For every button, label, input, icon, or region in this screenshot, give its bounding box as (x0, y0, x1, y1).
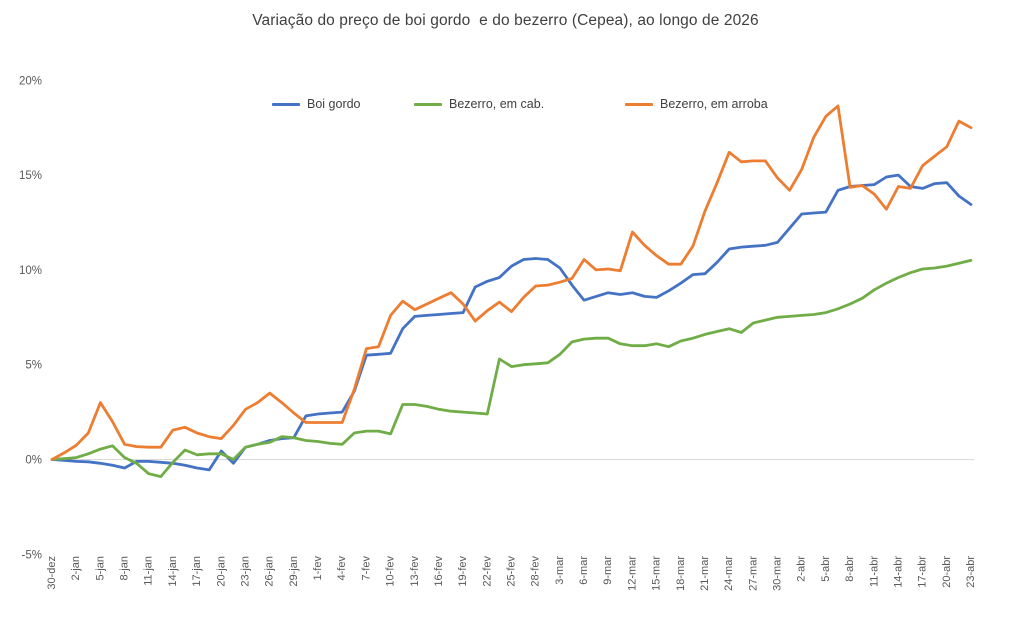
legend-label: Boi gordo (307, 97, 361, 111)
x-axis-tick-label: 2-jan (70, 556, 82, 580)
x-axis-tick-label: 23-abr (965, 556, 977, 588)
legend-item-bezerro-em-cab: Bezerro, em cab. (414, 97, 544, 111)
x-axis-tick-label: 13-fev (409, 556, 421, 587)
y-axis-tick-label: 20% (19, 75, 42, 87)
x-axis-tick-label: 4-fev (336, 556, 348, 581)
y-axis-tick-label: 15% (19, 170, 42, 182)
x-axis-tick-label: 11-jan (143, 556, 155, 586)
legend-item-bezerro-em-arroba: Bezerro, em arroba (625, 97, 768, 111)
x-axis-tick-label: 22-fev (481, 556, 493, 587)
legend-line-marker (414, 102, 442, 106)
legend-item-boi-gordo: Boi gordo (272, 97, 361, 111)
x-axis-tick-label: 6-mar (578, 556, 590, 585)
x-axis-tick-label: 30-mar (772, 556, 784, 591)
x-axis-tick-label: 21-mar (699, 556, 711, 591)
x-axis-tick-label: 19-fev (457, 556, 469, 587)
x-axis-tick-label: 8-jan (119, 556, 131, 580)
x-axis-tick-label: 9-mar (602, 556, 614, 585)
x-axis-tick-label: 26-jan (264, 556, 276, 587)
legend-label: Bezerro, em arroba (660, 97, 768, 111)
legend-line-marker (272, 102, 300, 106)
y-axis-tick-label: 5% (25, 360, 42, 372)
y-axis-tick-label: 10% (19, 265, 42, 277)
x-axis-tick-label: 20-jan (215, 556, 227, 587)
x-axis-tick-label: 17-abr (917, 556, 929, 588)
x-axis-tick-label: 5-abr (820, 556, 832, 582)
x-axis-tick-label: 11-abr (868, 556, 880, 587)
series-line-boi-gordo (50, 173, 973, 472)
x-axis-tick-label: 8-abr (844, 556, 856, 582)
x-axis-tick-label: 10-fev (385, 556, 397, 587)
x-axis-tick-label: 24-mar (723, 556, 735, 591)
x-axis-tick-label: 15-mar (651, 556, 663, 591)
x-axis-tick-label: 14-jan (167, 556, 179, 587)
legend-line-marker (625, 102, 653, 106)
y-axis-tick-label: -5% (22, 549, 42, 561)
legend-label: Bezerro, em cab. (449, 97, 545, 111)
y-axis-tick-label: 0% (25, 455, 42, 467)
series-line-bezerro-em-cab (50, 258, 973, 479)
x-axis-tick-label: 1-fev (312, 556, 324, 581)
chart-title: Variação do preço de boi gordo e do beze… (252, 12, 759, 29)
x-axis-tick-label: 30-dez (46, 556, 58, 590)
series-line-bezerro-em-arroba (50, 104, 973, 461)
x-axis-tick-label: 14-abr (892, 556, 904, 588)
x-axis-tick-label: 12-mar (626, 556, 638, 591)
x-axis-tick-label: 2-abr (796, 556, 808, 582)
x-axis-tick-label: 16-fev (433, 556, 445, 587)
x-axis-tick-label: 3-mar (554, 556, 566, 585)
x-axis-tick-label: 17-jan (191, 556, 203, 587)
x-axis-tick-label: 27-mar (747, 556, 759, 591)
x-axis-tick-label: 5-jan (94, 556, 106, 580)
x-axis-tick-label: 28-fev (530, 556, 542, 587)
x-axis-tick-label: 18-mar (675, 556, 687, 591)
x-axis-tick-label: 25-fev (506, 556, 518, 587)
x-axis-tick-label: 29-jan (288, 556, 300, 587)
x-axis-tick-label: 7-fev (360, 556, 372, 581)
x-axis-tick-label: 23-jan (239, 556, 251, 587)
x-axis-tick-label: 20-abr (941, 556, 953, 588)
